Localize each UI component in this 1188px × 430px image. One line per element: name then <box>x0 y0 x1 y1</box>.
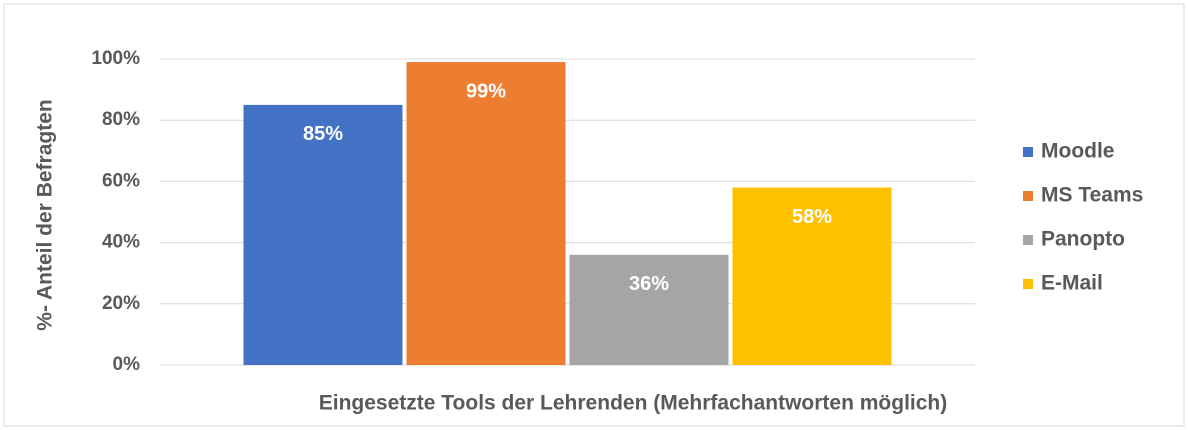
legend-label: Moodle <box>1041 140 1115 163</box>
legend-label: MS Teams <box>1041 184 1143 207</box>
legend-swatch <box>1023 147 1033 157</box>
x-axis-title: Eingesetzte Tools der Lehrenden (Mehrfac… <box>319 392 948 415</box>
data-label: 99% <box>466 80 506 102</box>
y-tick-label: 20% <box>102 293 140 314</box>
y-axis-title: %- Anteil der Befragten <box>34 99 57 330</box>
legend-swatch <box>1023 235 1033 245</box>
bar <box>243 104 403 366</box>
legend-label: E-Mail <box>1041 272 1103 295</box>
y-tick-label: 40% <box>102 232 140 253</box>
data-label: 36% <box>629 273 669 295</box>
legend-swatch <box>1023 191 1033 201</box>
data-label: 58% <box>792 206 832 228</box>
bar <box>569 254 729 365</box>
legend-label: Panopto <box>1041 228 1125 251</box>
y-tick-label: 60% <box>102 170 140 191</box>
data-label: 85% <box>303 123 343 145</box>
bar <box>732 187 892 365</box>
legend-swatch <box>1023 279 1033 289</box>
y-tick-label: 80% <box>102 109 140 130</box>
y-tick-label: 0% <box>113 354 141 375</box>
y-tick-label: 100% <box>91 48 140 69</box>
bar <box>406 62 566 366</box>
